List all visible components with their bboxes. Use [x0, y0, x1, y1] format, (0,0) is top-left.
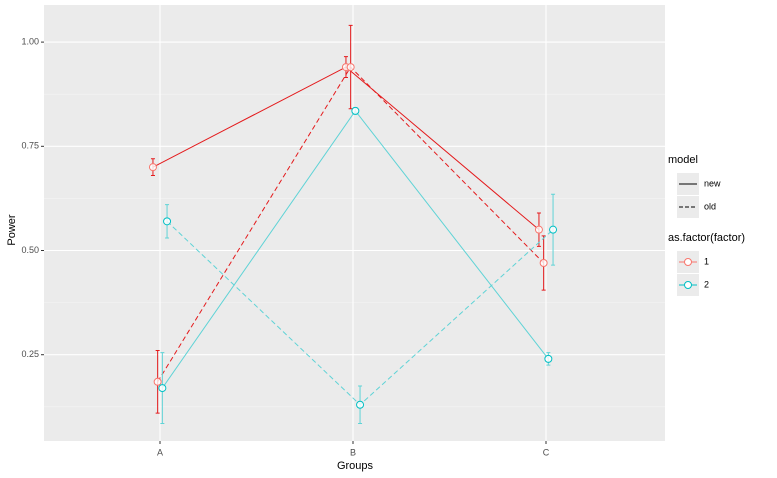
point [153, 377, 162, 386]
point [158, 384, 167, 393]
x-tick-label: C [543, 447, 550, 457]
point [351, 106, 360, 115]
y-axis-title: Power [6, 214, 18, 246]
legend-label: 2 [704, 279, 709, 289]
y-tick-label: 0.25 [21, 349, 39, 359]
legend-label: new [704, 178, 721, 188]
legend-title: model [668, 154, 698, 166]
plot [148, 24, 558, 424]
legend-title: as.factor(factor) [668, 232, 745, 244]
legend-marker [684, 281, 692, 289]
legend-marker [684, 258, 692, 266]
y-tick-label: 1.00 [21, 36, 39, 46]
legend-label: old [704, 201, 716, 211]
point [539, 259, 548, 268]
panel [44, 5, 665, 441]
point [544, 354, 553, 363]
point [356, 400, 365, 409]
y-tick-label: 0.50 [21, 245, 39, 255]
legend: model new old as.factor(factor) 1 2 [668, 154, 745, 296]
point [346, 63, 355, 72]
y-tick-label: 0.75 [21, 141, 39, 151]
x-tick-label: B [350, 447, 356, 457]
x-tick-label: A [157, 447, 163, 457]
x-axis-title: Groups [337, 460, 374, 472]
point [163, 217, 172, 226]
point [534, 225, 543, 234]
grid: 0.25 0.50 0.75 1.00 A B C [21, 5, 665, 457]
point [549, 225, 558, 234]
legend-label: 1 [704, 256, 709, 266]
point [148, 163, 157, 172]
